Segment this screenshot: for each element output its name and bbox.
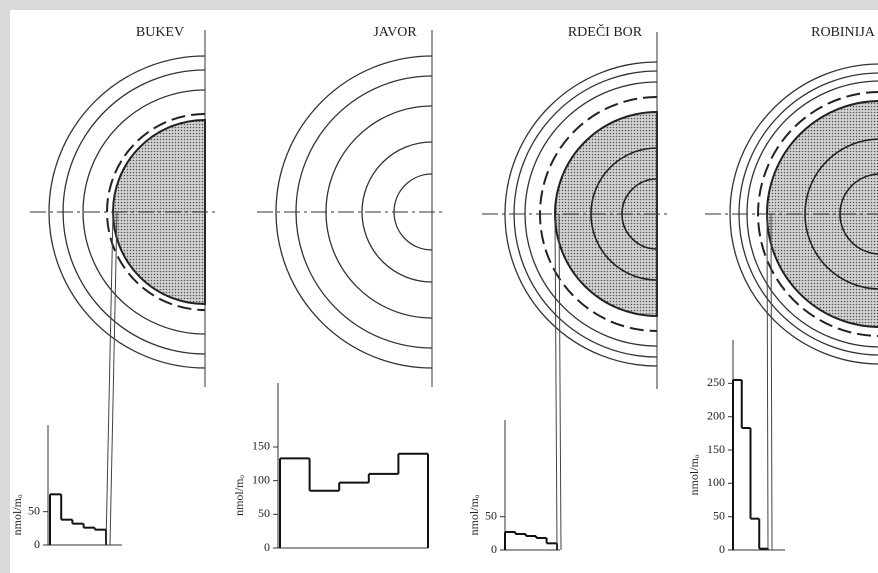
y-tick-label: 100 xyxy=(252,472,270,486)
y-tick-label: 0 xyxy=(719,542,725,556)
connector xyxy=(105,211,114,546)
figure-svg: BUKEV 0 50 nmol/mₒ JAVOR 0 50 100 150 nmol/mₒ RDEČ… xyxy=(10,23,878,556)
connector xyxy=(766,213,769,551)
panel-title: ROBINIJA xyxy=(811,25,876,40)
y-axis-label: nmol/mₒ xyxy=(687,454,701,495)
panel-title: RDEČI BOR xyxy=(568,23,643,40)
ring xyxy=(804,138,878,290)
y-tick-label: 50 xyxy=(28,503,40,517)
y-tick-label: 50 xyxy=(713,508,725,522)
y-tick-label: 200 xyxy=(707,408,725,422)
ring xyxy=(275,55,433,369)
y-axis-label: nmol/mₒ xyxy=(232,475,246,516)
panel-title: JAVOR xyxy=(373,25,417,40)
y-tick-label: 0 xyxy=(491,542,497,556)
ring xyxy=(729,63,878,365)
connector xyxy=(109,211,118,546)
y-axis-label: nmol/mₒ xyxy=(467,494,481,535)
y-tick-label: 50 xyxy=(485,508,497,522)
ring-dashed xyxy=(757,91,878,337)
y-tick-label: 100 xyxy=(707,475,725,489)
connector xyxy=(770,213,773,551)
connector xyxy=(558,213,562,551)
ring xyxy=(48,55,206,369)
ring xyxy=(82,89,206,335)
y-tick-label: 150 xyxy=(252,439,270,453)
y-tick-label: 50 xyxy=(258,506,270,520)
connector xyxy=(554,213,558,551)
y-axis-label: nmol/mₒ xyxy=(10,494,24,535)
panel-title: BUKEV xyxy=(136,25,184,40)
figure: BUKEV 0 50 nmol/mₒ JAVOR 0 50 100 150 nmol/mₒ RDEČ… xyxy=(10,10,878,573)
y-tick-label: 0 xyxy=(264,540,270,554)
y-tick-label: 250 xyxy=(707,375,725,389)
ring xyxy=(504,61,658,367)
y-tick-label: 150 xyxy=(707,442,725,456)
ring xyxy=(361,141,433,283)
y-tick-label: 0 xyxy=(34,537,40,551)
